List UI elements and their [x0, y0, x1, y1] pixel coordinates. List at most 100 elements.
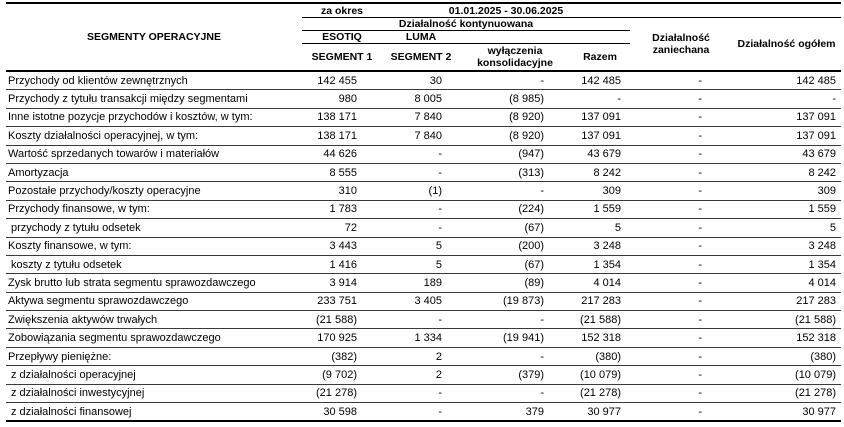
cell-value: -	[630, 163, 733, 183]
table-row: Przepływy pieniężne: (382) 2- (380) - (380)	[6, 347, 842, 367]
cell-value: 3 248	[570, 237, 631, 256]
cell-value: 137 091	[732, 126, 842, 146]
table-row: Zobowiązania segmentu sprawozdawczego 170…	[6, 328, 842, 348]
cell-value: 30 977	[570, 402, 631, 423]
cell-value: 310	[302, 181, 382, 201]
cell-value: 4 014	[570, 273, 631, 293]
table-row: Przychody z tytułu transakcji między seg…	[6, 89, 842, 109]
cell-value: -	[630, 218, 733, 238]
cell-value: 980	[302, 89, 382, 109]
cell-value: -	[732, 89, 842, 109]
operating-segments-table: SEGMENTY OPERACYJNE za okres 01.01.2025 …	[6, 2, 842, 423]
cell-value: 309	[570, 181, 631, 201]
cell-value: (21 588)	[570, 310, 631, 330]
header-discontinued-activity: Działalność zaniechana	[652, 32, 710, 56]
cell-value: 44 626	[302, 145, 382, 164]
table-row: Przychody finansowe, w tym: 1 783- (224) 1 …	[6, 200, 842, 220]
cell-value: 217 283	[732, 292, 842, 312]
cell-value: (89)	[460, 273, 570, 293]
table-row: Inne istotne pozycje przychodów i kosztó…	[6, 108, 842, 128]
cell-value: 2	[382, 365, 460, 385]
cell-value: 5	[570, 218, 631, 238]
cell-value: 1 559	[732, 200, 842, 220]
cell-value: 4 014	[732, 273, 842, 293]
cell-value: 137 091	[732, 108, 842, 128]
cell-value: 5	[382, 237, 460, 256]
cell-value: 1 416	[302, 255, 382, 275]
table-row: Koszty działalności operacyjnej, w tym: 1…	[6, 126, 842, 146]
cell-value: 217 283	[570, 292, 631, 312]
row-label: Przychody z tytułu transakcji między seg…	[6, 89, 302, 109]
cell-value: 152 318	[570, 328, 631, 348]
row-label: Przychody od klientów zewnętrznych	[6, 70, 302, 91]
cell-value: (8 920)	[460, 108, 570, 128]
cell-value: -	[630, 126, 733, 146]
table-row: z działalności operacyjnej (9 702) 2 (379)(…	[6, 365, 842, 385]
cell-value: (10 079)	[732, 365, 842, 385]
table-row: Przychody od klientów zewnętrznych 142 45…	[6, 70, 842, 91]
cell-value: 142 485	[570, 70, 631, 91]
row-label: Amortyzacja	[6, 163, 302, 183]
cell-value: -	[630, 181, 733, 201]
header-row-columns: SEGMENT 1 SEGMENT 2 wyłączenia konsolida…	[6, 44, 841, 72]
cell-value: (21 278)	[732, 384, 842, 404]
cell-value: (224)	[460, 200, 570, 220]
cell-value: 72	[302, 218, 382, 238]
cell-value: 3 914	[302, 273, 382, 293]
cell-value: 1 783	[302, 200, 382, 220]
cell-value: 8 242	[732, 163, 842, 183]
table-header: SEGMENTY OPERACYJNE za okres 01.01.2025 …	[6, 3, 842, 72]
cell-value: (8 985)	[460, 89, 570, 109]
cell-value: 152 318	[732, 328, 842, 348]
row-label: Przepływy pieniężne:	[6, 347, 302, 367]
cell-value: 2	[382, 347, 460, 367]
cell-value: (21 588)	[302, 310, 382, 330]
cell-value: -	[630, 310, 733, 330]
table-row: Koszty finansowe, w tym: 3 443 5 (200) 3 248…	[6, 237, 842, 256]
cell-value: (19 873)	[460, 292, 570, 312]
header-row-brands: ESOTIQ LUMA	[6, 30, 841, 44]
cell-value: -	[382, 163, 460, 183]
cell-value: -	[382, 384, 460, 404]
header-eliminations: wyłączenia konsolidacyjne	[477, 45, 553, 69]
header-segments-label: SEGMENTY OPERACYJNE	[86, 31, 221, 43]
cell-value: -	[630, 255, 733, 275]
header-period-label: za okres	[302, 3, 382, 18]
cell-value: 43 679	[570, 145, 631, 164]
header-period-value: 01.01.2025 - 30.06.2025	[382, 3, 631, 18]
cell-value: -	[630, 108, 733, 128]
cell-value: 1 354	[732, 255, 842, 275]
cell-value: 30	[382, 70, 460, 91]
table-row: Pozostałe przychody/koszty operacyjne 310…	[6, 181, 842, 201]
cell-value: (19 941)	[460, 328, 570, 348]
cell-value: 189	[382, 273, 460, 293]
header-total: Razem	[583, 51, 617, 63]
cell-value: 3 405	[382, 292, 460, 312]
cell-value: (379)	[460, 365, 570, 385]
header-brand-luma: LUMA	[382, 30, 460, 44]
table-row: przychody z tytułu odsetek 72- (67) 5-5	[6, 218, 842, 238]
cell-value: 1 559	[570, 200, 631, 220]
cell-value: 138 171	[302, 126, 382, 146]
cell-value: -	[630, 384, 733, 404]
header-period-spacer	[630, 3, 842, 18]
cell-value: (21 588)	[732, 310, 842, 330]
cell-value: -	[630, 237, 733, 256]
row-label: z działalności finansowej	[6, 402, 302, 423]
row-label: z działalności inwestycyjnej	[6, 384, 302, 404]
cell-value: -	[382, 145, 460, 164]
table-row: z działalności inwestycyjnej (21 278) - - (2…	[6, 384, 842, 404]
table-row: Aktywa segmentu sprawozdawczego 233 751 3 …	[6, 292, 842, 312]
cell-value: (382)	[302, 347, 382, 367]
cell-value: 3 248	[732, 237, 842, 256]
cell-value: -	[630, 402, 733, 423]
cell-value: (8 920)	[460, 126, 570, 146]
cell-value: 138 171	[302, 108, 382, 128]
cell-value: -	[382, 402, 460, 423]
cell-value: -	[382, 218, 460, 238]
cell-value: -	[382, 200, 460, 220]
table-row: Zwiększenia aktywów trwałych (21 588) - - (2…	[6, 310, 842, 330]
cell-value: 170 925	[302, 328, 382, 348]
cell-value: -	[460, 310, 570, 330]
